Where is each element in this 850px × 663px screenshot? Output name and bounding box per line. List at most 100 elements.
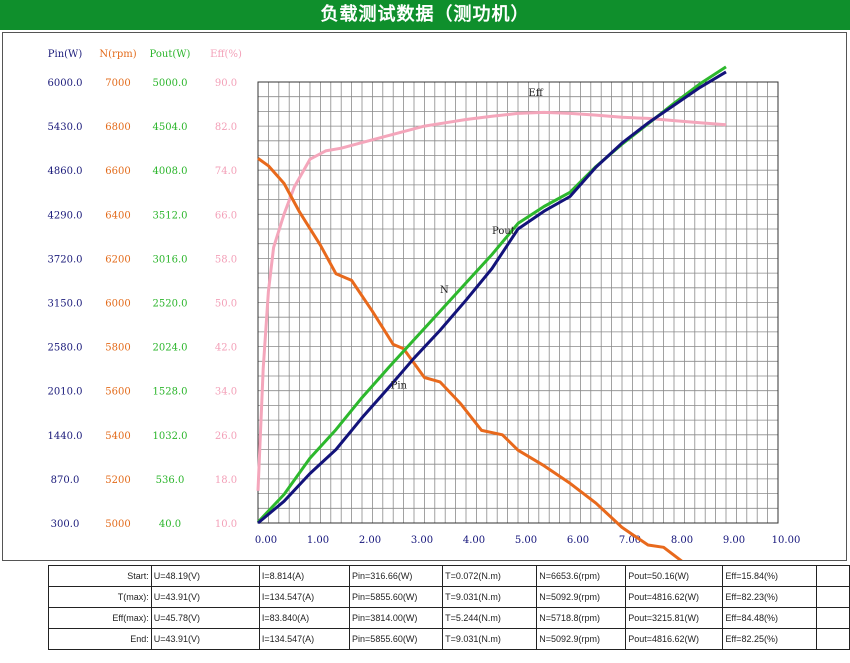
- row-label: Eff(max):: [48, 607, 152, 629]
- y-tick-label-eff: 74.0: [215, 166, 237, 177]
- y-tick-label-eff: 90.0: [215, 78, 237, 89]
- load-test-chart: Pin(W) 300.0 870.0 1440.0 2010.0 2580.0 3150.0…: [48, 49, 801, 560]
- table-row: Start: U=48.19(V) I=8.814(A) Pin=316.66(W) T…: [48, 565, 850, 587]
- table-cell-empty: [816, 565, 850, 587]
- table-cell: T=5.244(N.m): [442, 607, 538, 629]
- table-cell: Pout=4816.62(W): [625, 628, 724, 650]
- y-tick-label-n: 5800: [105, 343, 130, 354]
- x-tick-label: 6.00: [567, 535, 589, 546]
- y-tick-label-n: 5000: [105, 519, 130, 530]
- y-tick-label-pin: 300.0: [51, 519, 80, 530]
- x-tick-label: 10.00: [772, 535, 801, 546]
- y-axis-title-pin: Pin(W): [48, 49, 83, 60]
- table-cell: T=9.031(N.m): [442, 628, 538, 650]
- series-annotation: Eff: [528, 88, 543, 99]
- series-annotation: Pin: [391, 380, 408, 391]
- table-cell-empty: [816, 607, 850, 629]
- y-tick-label-eff: 66.0: [215, 210, 237, 221]
- y-tick-label-eff: 18.0: [215, 475, 237, 486]
- series-line-pout: [256, 65, 727, 524]
- table-cell: N=5092.9(rpm): [536, 628, 627, 650]
- row-label: End:: [48, 628, 152, 650]
- series-line-n: [257, 157, 683, 560]
- y-tick-label-n: 6400: [105, 210, 130, 221]
- table-cell-empty: [816, 628, 850, 650]
- y-axis-title-eff: Eff(%): [210, 49, 242, 60]
- y-tick-label-pout: 536.0: [156, 475, 185, 486]
- y-tick-label-eff: 42.0: [215, 343, 237, 354]
- table-cell: I=134.547(A): [258, 628, 351, 650]
- x-tick-label: 8.00: [671, 535, 693, 546]
- series-annotation: Pout: [492, 226, 515, 237]
- table-cell: I=83.840(A): [258, 607, 351, 629]
- grid: [257, 81, 779, 524]
- table-cell: Eff=82.25(%): [722, 628, 818, 650]
- table-cell: I=134.547(A): [258, 586, 351, 608]
- y-tick-label-pin: 3150.0: [48, 299, 83, 310]
- table-row: Eff(max): U=45.78(V) I=83.840(A) Pin=3814.0…: [48, 607, 850, 629]
- x-tick-label: 5.00: [515, 535, 537, 546]
- y-tick-label-pout: 1032.0: [153, 431, 188, 442]
- y-tick-label-pout: 2024.0: [153, 343, 188, 354]
- y-tick-label-pin: 6000.0: [48, 78, 83, 89]
- chart-header: 负载测试数据（测功机）: [0, 0, 850, 30]
- y-tick-label-pout: 5000.0: [153, 78, 188, 89]
- table-cell: U=43.91(V): [150, 628, 260, 650]
- y-tick-label-n: 5600: [105, 387, 130, 398]
- y-tick-label-n: 6200: [105, 254, 130, 265]
- y-tick-label-eff: 58.0: [215, 254, 237, 265]
- y-tick-label-eff: 34.0: [215, 387, 237, 398]
- table-cell: Pout=50.16(W): [625, 565, 724, 587]
- table-cell: N=5092.9(rpm): [536, 586, 627, 608]
- table-cell-empty: [816, 586, 850, 608]
- table-row: T(max): U=43.91(V) I=134.547(A) Pin=5855.60…: [48, 586, 850, 608]
- table-cell: I=8.814(A): [258, 565, 351, 587]
- table-cell: Pout=4816.62(W): [625, 586, 724, 608]
- table-cell: Pin=5855.60(W): [349, 628, 444, 650]
- y-axis-title-pout: Pout(W): [150, 49, 191, 60]
- table-cell: Pin=316.66(W): [349, 565, 444, 587]
- x-tick-label: 1.00: [307, 535, 329, 546]
- y-tick-label-pin: 870.0: [51, 475, 80, 486]
- table-row: End: U=43.91(V) I=134.547(A) Pin=5855.60(W)…: [48, 628, 850, 650]
- table-cell: N=5718.8(rpm): [536, 607, 627, 629]
- table-cell: U=43.91(V): [150, 586, 260, 608]
- table-cell: U=45.78(V): [150, 607, 260, 629]
- x-tick-label: 3.00: [411, 535, 433, 546]
- table-cell: U=48.19(V): [150, 565, 260, 587]
- table-cell: T=0.072(N.m): [442, 565, 538, 587]
- y-tick-label-eff: 50.0: [215, 299, 237, 310]
- y-tick-label-pin: 5430.0: [48, 122, 83, 133]
- y-tick-label-pout: 2520.0: [153, 299, 188, 310]
- table-cell: Eff=84.48(%): [722, 607, 818, 629]
- table-cell: T=9.031(N.m): [442, 586, 538, 608]
- x-tick-label: 0.00: [255, 535, 277, 546]
- y-tick-label-n: 6800: [105, 122, 130, 133]
- table-cell: Pin=3814.00(W): [349, 607, 444, 629]
- y-tick-label-pin: 1440.0: [48, 431, 83, 442]
- row-label: Start:: [48, 565, 152, 587]
- y-tick-label-n: 5400: [105, 431, 130, 442]
- y-tick-label-eff: 82.0: [215, 122, 237, 133]
- x-tick-label: 4.00: [463, 535, 485, 546]
- y-tick-label-pin: 4860.0: [48, 166, 83, 177]
- y-tick-label-pin: 2010.0: [48, 387, 83, 398]
- y-tick-label-pout: 40.0: [159, 519, 181, 530]
- table-cell: Eff=15.84(%): [722, 565, 818, 587]
- series-line-pin: [257, 70, 727, 525]
- y-tick-label-n: 5200: [105, 475, 130, 486]
- y-tick-label-pout: 3016.0: [153, 254, 188, 265]
- table-cell: Pin=5855.60(W): [349, 586, 444, 608]
- series-line-eff: [256, 110, 727, 491]
- y-tick-label-pin: 4290.0: [48, 210, 83, 221]
- x-tick-label: 7.00: [619, 535, 641, 546]
- y-tick-label-n: 7000: [105, 78, 130, 89]
- y-tick-label-eff: 26.0: [215, 431, 237, 442]
- table-cell: Pout=3215.81(W): [625, 607, 724, 629]
- y-tick-label-pout: 1528.0: [153, 387, 188, 398]
- y-tick-label-n: 6600: [105, 166, 130, 177]
- chart-frame: Pin(W) 300.0 870.0 1440.0 2010.0 2580.0 3150.0…: [2, 32, 847, 561]
- y-tick-label-pout: 4504.0: [153, 122, 188, 133]
- series-annotation: N: [440, 285, 449, 296]
- test-data-table: Start: U=48.19(V) I=8.814(A) Pin=316.66(W) T…: [48, 565, 850, 650]
